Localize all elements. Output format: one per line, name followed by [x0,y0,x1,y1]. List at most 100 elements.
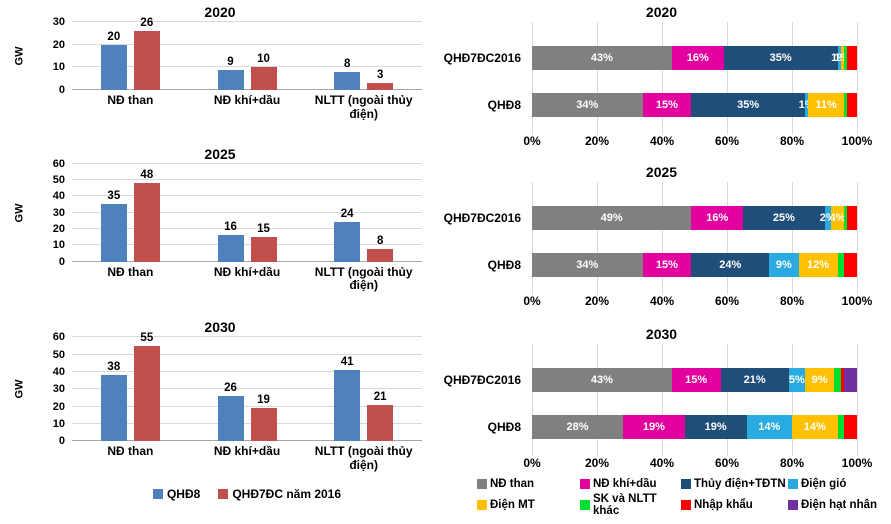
y-tick-label: 20 [52,38,65,51]
bar: 24 [334,208,361,262]
stacked-segment: 24% [691,252,770,277]
stacked-bar-row: QHĐ8 34% 15% 24% 9% 12% [432,241,891,288]
gridline [532,22,533,134]
stacked-segment: 15% [642,252,692,277]
stacked-segment: 49% [532,205,692,230]
legend-color-swatch [580,479,590,489]
bar: 15 [250,223,277,262]
plot: 35 48 16 15 24 8 [72,162,422,262]
stacked-segment [834,367,841,392]
legend-color-swatch [152,488,163,499]
x-tick-label: 60% [714,456,740,470]
bar-value-label: 55 [140,331,154,344]
category-label: NĐ khí+dầu [213,264,281,279]
category-labels: NĐ than NĐ khí+dầu NLTT (ngoài thủy điện) [72,264,422,294]
gridline [597,22,598,134]
bar: 8 [334,58,361,90]
legend-color-swatch [788,500,798,510]
plot: QHĐ7ĐC2016 43% 15% 21% 5% 9% QHĐ8 28% 19% 19% 14% 1… [432,344,891,456]
gridline [72,440,422,442]
row-label: QHĐ8 [487,419,521,434]
stacked-bar-row: QHĐ7ĐC2016 43% 16% 35% 1% 1% [432,34,891,81]
bar-value-label: 41 [340,356,354,369]
segment-label: 19% [704,420,727,433]
grouped-bar-charts-column: 2020 GW 0 10 20 30 20 26 9 10 8 3 NĐ than NĐ khí+dầu N… [0,0,432,517]
x-tick-label: 40% [649,456,675,470]
gridline [72,244,422,246]
segment-label: 9% [775,258,792,271]
bar: 19 [250,394,277,442]
y-tick-label: 40 [52,365,65,378]
y-axis: GW 0 10 20 30 40 50 60 [8,331,72,447]
category-label: NLTT (ngoài thủy điện) [314,264,413,293]
stacked-bar: 43% 15% 21% 5% 9% [532,367,857,392]
x-tick-label: 0% [523,456,541,470]
category-label: NLTT (ngoài thủy điện) [314,444,413,472]
gridline [72,336,422,338]
stacked-segment: 34% [532,92,643,117]
stacked-segment [847,205,857,230]
stacked-bar-charts-column: 2020 QHĐ7ĐC2016 43% 16% 35% 1% 1% QHĐ8 34% 15% 35%… [432,0,891,517]
stacked-segment: 43% [532,45,672,70]
gridline [727,344,728,456]
gridline [662,182,663,294]
stacked-segment: 25% [743,205,825,230]
bar-value-label: 20 [107,30,121,43]
bar: 20 [100,31,127,90]
segment-label: 14% [758,420,781,433]
y-tick-label: 10 [52,417,65,430]
y-tick-label: 0 [58,84,65,96]
stacked-segment: 14% [792,414,838,439]
stacked-segment [840,367,844,392]
bar: 8 [367,235,394,262]
gridline [857,182,858,294]
gridlines [532,182,858,294]
x-tick-label: 100% [841,294,873,308]
chart-title: 2030 [204,319,236,336]
bar-rows: QHĐ7ĐC2016 49% 16% 25% 2% 4% QHĐ8 34% 15% 24% 9% 12… [432,182,891,294]
y-tick-label: 60 [52,157,65,170]
legend-color-swatch [477,500,487,510]
chart-title: 2025 [204,145,236,162]
bar: 21 [367,391,394,442]
stacked-bar: 28% 19% 19% 14% 14% [532,414,857,439]
stacked-segment: 35% [691,92,805,117]
stacked-bar-chart-2025: 2025 QHĐ7ĐC2016 49% 16% 25% 2% 4% QHĐ8 34% 15% 24%… [432,162,891,310]
bar: 10 [250,53,277,90]
bar-groups: 20 26 9 10 8 3 [72,17,422,90]
bar: 3 [367,69,394,90]
bar-value-label: 10 [257,53,270,66]
x-tick-label: 60% [714,134,740,148]
stacked-segment [837,414,844,439]
x-tick-label: 100% [841,456,873,470]
gridline [662,344,663,456]
stacked-segment [844,367,857,392]
bar: 48 [133,169,160,262]
x-axis: 0% 20% 40% 60% 80% 100% [523,134,872,150]
legend-item: Thủy điện+TĐTN [681,478,788,490]
bar: 9 [217,56,244,90]
bar-group: 26 19 [189,337,306,442]
stacked-bar: 34% 15% 24% 9% 12% [532,252,857,277]
stacked-segment: 43% [532,367,672,392]
bar: 16 [217,221,244,262]
row-label: QHĐ7ĐC2016 [443,210,521,225]
gridline [72,162,422,164]
stacked-segment [844,92,848,117]
segment-label: 11% [815,98,837,111]
bar-value-label: 9 [227,55,234,68]
y-tick-label: 30 [52,16,65,28]
y-tick-label: 40 [52,190,65,203]
bar-value-label: 8 [376,234,384,247]
y-axis-unit-label: GW [13,379,26,399]
stacked-bar-row: QHĐ7ĐC2016 43% 15% 21% 5% 9% [432,356,891,403]
right-panel-legend: NĐ than NĐ khí+dầu Thủy điện+TĐTN Điện gió Đ… [477,478,891,517]
left-panel-legend: QHĐ8 QHĐ7ĐC năm 2016 [72,487,422,501]
legend-item: Điện gió [788,478,891,490]
bar-value-label: 15 [257,223,270,236]
y-tick-label: 60 [52,331,65,344]
category-labels: NĐ than NĐ khí+dầu NLTT (ngoài thủy điện) [72,444,422,473]
bar: 35 [100,190,127,262]
gridline [532,344,533,456]
stacked-segment: 21% [720,367,789,392]
